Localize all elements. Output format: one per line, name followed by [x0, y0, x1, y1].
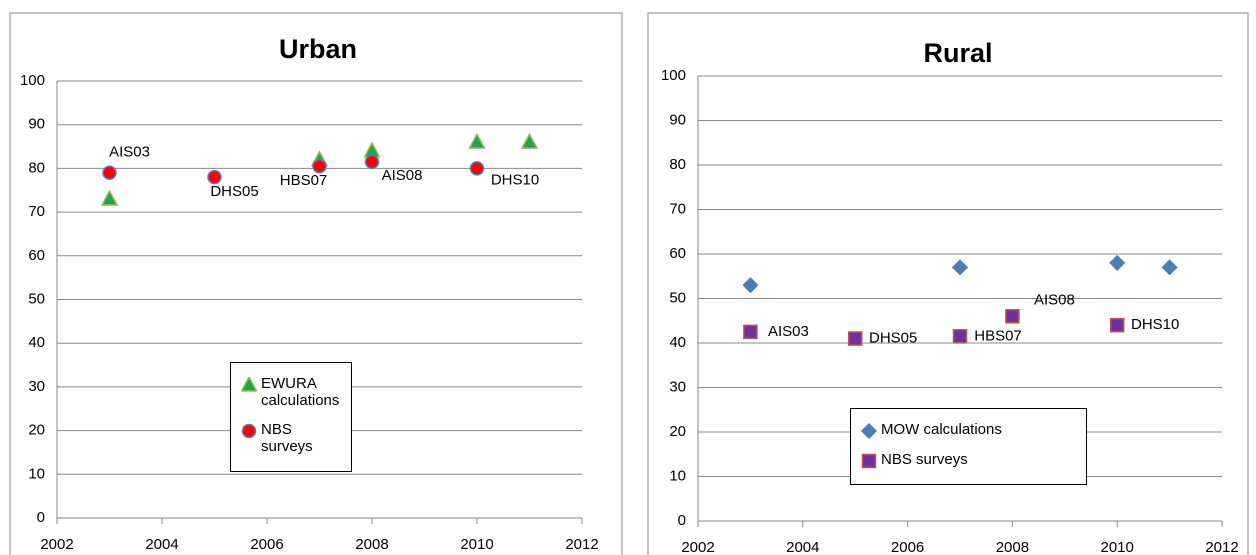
y-tick-label: 20	[669, 423, 686, 440]
x-tick-label: 2004	[145, 536, 178, 553]
y-tick-label: 40	[669, 334, 686, 351]
x-tick-label: 2002	[681, 539, 714, 555]
legend: EWURA calculations NBS surveys	[230, 362, 352, 472]
marker	[102, 165, 117, 181]
y-tick-label: 0	[37, 509, 45, 526]
marker	[1109, 254, 1126, 271]
y-tick-label: 50	[669, 289, 686, 306]
x-tick-label: 2002	[40, 536, 73, 553]
x-tick-label: 2008	[996, 539, 1029, 555]
legend-item: NBS surveys	[861, 451, 1076, 469]
x-tick-label: 2006	[250, 536, 283, 553]
point-label: AIS03	[768, 323, 809, 340]
x-tick-label: 2004	[786, 539, 819, 555]
marker	[952, 329, 968, 344]
legend-label: NBS surveys	[261, 421, 313, 455]
legend-marker	[861, 423, 877, 439]
marker	[847, 331, 863, 346]
y-tick-label: 40	[28, 334, 45, 351]
marker	[743, 324, 758, 340]
legend: MOW calculations NBS surveys	[850, 408, 1087, 485]
point-label: HBS07	[974, 327, 1022, 344]
y-tick-label: 50	[28, 290, 45, 307]
y-tick-label: 30	[669, 378, 686, 395]
legend-label: MOW calculations	[881, 421, 1002, 438]
x-tick-label: 2012	[565, 536, 598, 553]
y-tick-label: 80	[669, 156, 686, 173]
marker	[520, 132, 539, 149]
x-tick-label: 2010	[460, 536, 493, 553]
legend-item: EWURA calculations	[241, 375, 341, 409]
y-tick-label: 80	[28, 159, 45, 176]
marker	[241, 377, 257, 392]
legend-label: EWURA calculations	[261, 375, 340, 409]
point-label: AIS03	[109, 144, 150, 161]
chart-title: Urban	[279, 34, 357, 64]
marker	[241, 423, 257, 439]
marker	[951, 259, 969, 276]
marker	[207, 169, 222, 185]
point-label: DHS05	[210, 183, 258, 200]
point-label: DHS10	[491, 171, 539, 188]
y-tick-label: 10	[28, 465, 45, 482]
y-tick-label: 60	[669, 245, 686, 262]
y-tick-label: 30	[28, 378, 45, 395]
y-tick-label: 10	[669, 467, 686, 484]
marker	[468, 132, 486, 149]
marker	[742, 277, 759, 294]
y-tick-label: 90	[669, 111, 686, 128]
panel-frame	[647, 12, 1249, 555]
y-tick-label: 20	[28, 422, 45, 439]
legend-item: MOW calculations	[861, 421, 1076, 439]
x-tick-label: 2008	[355, 536, 388, 553]
marker	[469, 161, 485, 176]
legend-marker	[241, 377, 257, 392]
marker	[1161, 259, 1178, 276]
marker	[312, 158, 327, 174]
point-label: DHS10	[1131, 316, 1179, 333]
legend-item: NBS surveys	[241, 421, 341, 455]
marker	[100, 189, 119, 206]
legend-marker	[241, 423, 257, 439]
x-tick-label: 2010	[1101, 539, 1134, 555]
y-tick-label: 70	[28, 203, 45, 220]
legend-label: NBS surveys	[881, 451, 968, 468]
y-tick-label: 90	[28, 116, 45, 133]
panel-frame	[9, 12, 623, 555]
marker	[861, 423, 877, 439]
y-tick-label: 70	[669, 200, 686, 217]
x-tick-label: 2006	[891, 539, 924, 555]
point-label: AIS08	[382, 167, 423, 184]
point-label: DHS05	[869, 330, 917, 347]
point-label: HBS07	[280, 172, 328, 189]
marker	[1109, 317, 1125, 333]
x-tick-label: 2012	[1205, 539, 1238, 555]
marker	[861, 453, 877, 469]
y-tick-label: 0	[678, 512, 686, 529]
y-tick-label: 100	[20, 72, 45, 89]
point-label: AIS08	[1034, 291, 1075, 308]
y-tick-label: 100	[661, 67, 686, 84]
y-tick-label: 60	[28, 247, 45, 264]
chart-title: Rural	[923, 38, 992, 68]
marker	[364, 154, 380, 170]
legend-marker	[861, 453, 877, 469]
marker	[1005, 309, 1020, 324]
